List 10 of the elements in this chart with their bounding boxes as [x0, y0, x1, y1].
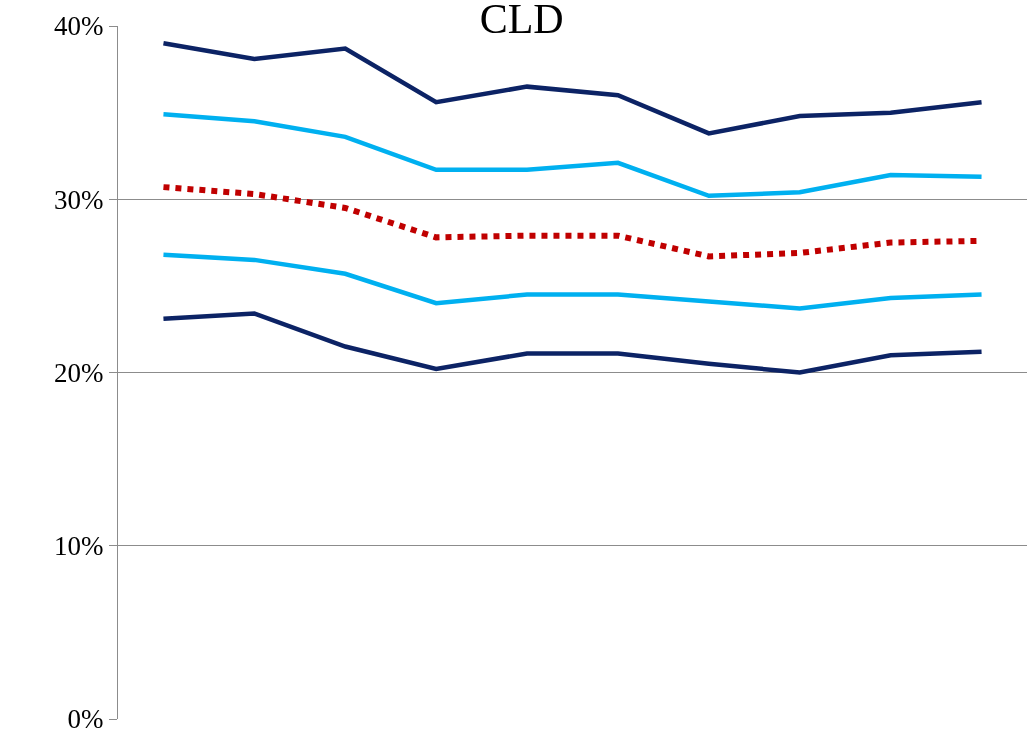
line-series	[161, 112, 984, 199]
y-tick-label: 40%	[53, 11, 104, 42]
y-tick-label: 10%	[53, 531, 104, 562]
line-series	[161, 41, 984, 136]
y-tick-label: 20%	[53, 357, 104, 388]
y-tick-label: 30%	[53, 184, 104, 215]
y-tick-label: 0%	[67, 704, 104, 735]
line-series	[161, 252, 984, 311]
line-series	[161, 311, 984, 375]
chart-title: CLD	[479, 0, 564, 43]
